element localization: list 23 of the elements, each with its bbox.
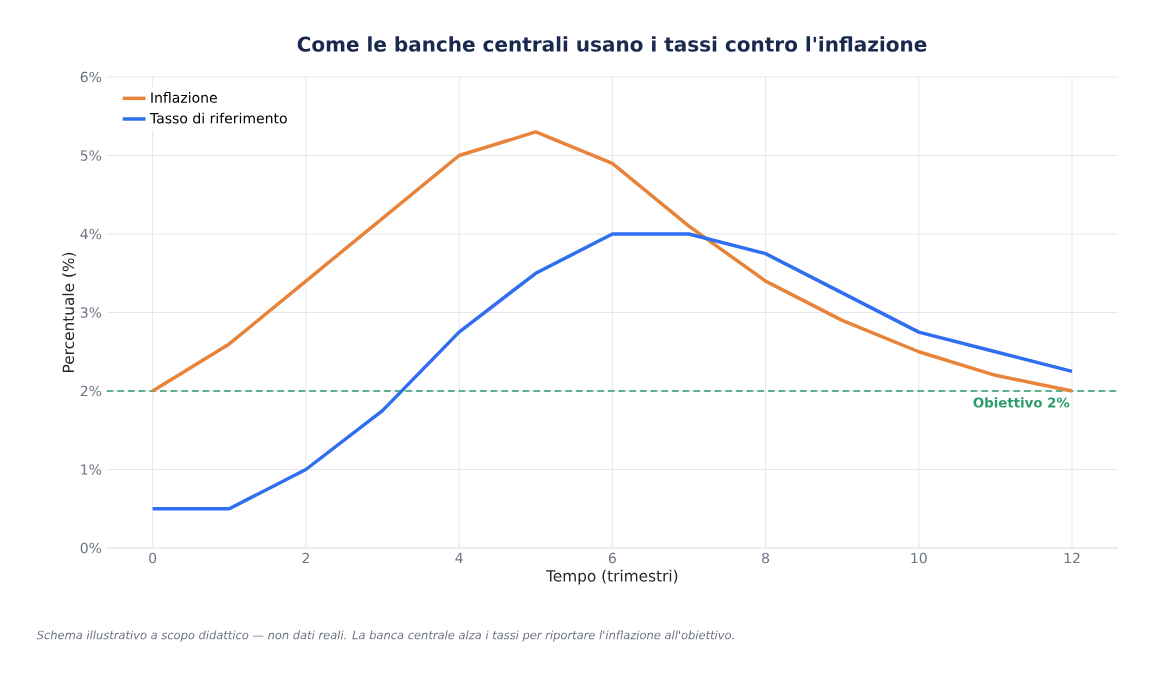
x-tick-label: 10: [911, 552, 927, 564]
y-tick-label: 3%: [80, 307, 102, 318]
x-tick-label: 0: [149, 552, 157, 564]
x-tick-label: 4: [455, 552, 463, 563]
x-tick-label: 2: [302, 552, 309, 564]
chart-title: Come le banche centrali usano i tassi contro l'inflazione: [297, 36, 927, 52]
legend-label: Tasso di riferimento: [149, 112, 287, 124]
x-tick-label: 12: [1064, 552, 1080, 564]
y-tick-label: 1%: [81, 464, 102, 475]
x-tick-label: 8: [762, 552, 770, 564]
legend-label: Inflazione: [151, 92, 217, 103]
y-tick-label: 0%: [80, 542, 102, 554]
ref-line-label: Obiettivo 2%: [973, 397, 1070, 408]
line-series: [150, 130, 1074, 393]
x-axis-title: Tempo (trimestri): [546, 569, 678, 585]
line-series: [150, 232, 1074, 511]
y-tick-label: 6%: [80, 71, 102, 83]
x-tick-label: 6: [608, 552, 616, 564]
y-tick-label: 2%: [80, 385, 102, 397]
text: Schema illustrativo a scopo didattico — non dati reali. La banca centrale alza i tassi per riportare l'inflazione all'obiettivo.: [36, 630, 734, 642]
y-axis-title: Percentuale (%): [62, 252, 76, 372]
y-tick-label: 5%: [80, 150, 102, 161]
y-tick-label: 4%: [80, 228, 102, 240]
